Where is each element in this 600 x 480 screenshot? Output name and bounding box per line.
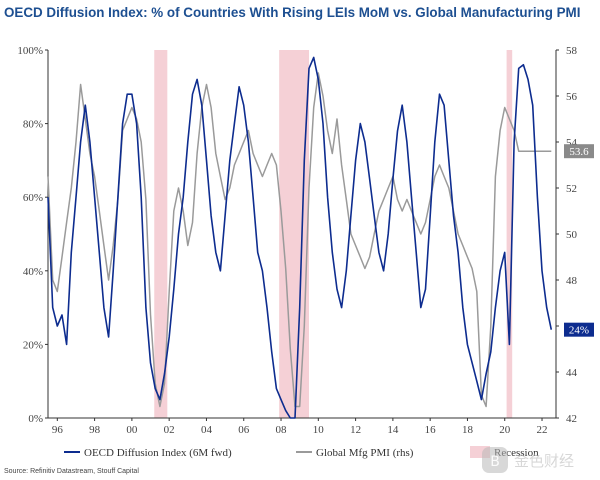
legend: OECD Diffusion Index (6M fwd) Global Mfg … — [64, 446, 539, 459]
y-left-tick-label: 80% — [23, 119, 43, 131]
watermark-logo: B 金色财经 — [482, 447, 574, 473]
x-tick-label: 12 — [350, 424, 361, 436]
y-left-tick-label: 60% — [23, 192, 43, 204]
y-right-tick-label: 42 — [566, 413, 577, 425]
series-lines — [47, 56, 553, 419]
y-right-tick-label: 54 — [566, 137, 578, 149]
svg-text:金色财经: 金色财经 — [514, 452, 574, 470]
x-tick-label: 20 — [499, 424, 511, 436]
end-label-text-1: 24% — [569, 325, 589, 337]
end-value-labels: 53.6 24% — [564, 144, 594, 337]
y-right-tick-label: 48 — [566, 275, 578, 287]
legend-label-0: OECD Diffusion Index (6M fwd) — [84, 447, 232, 459]
y-right-tick-label: 56 — [566, 91, 578, 103]
y-left-tick-label: 20% — [23, 339, 43, 351]
x-tick-label: 02 — [164, 424, 175, 436]
chart-title: OECD Diffusion Index: % of Countries Wit… — [4, 5, 581, 20]
x-tick-label: 04 — [201, 424, 213, 436]
y-left-tick-label: 100% — [17, 45, 43, 57]
x-tick-label: 96 — [52, 424, 64, 436]
series-line-global-mfg-pmi — [47, 72, 552, 408]
y-right-tick-label: 44 — [566, 367, 578, 379]
y-right-tick-label: 50 — [566, 229, 578, 241]
x-tick-label: 08 — [276, 424, 288, 436]
source-note: Source: Refinitiv Datastream, Stouff Cap… — [4, 468, 139, 475]
y-left-tick-label: 0% — [28, 413, 43, 425]
legend-label-1: Global Mfg PMI (rhs) — [316, 447, 414, 459]
recession-band-2 — [506, 50, 513, 418]
x-tick-label: 16 — [425, 424, 437, 436]
x-tick-label: 18 — [462, 424, 474, 436]
recession-band-1 — [279, 50, 309, 418]
end-label-box-0 — [564, 144, 594, 159]
recession-band-0 — [154, 50, 168, 418]
x-tick-label: 00 — [126, 424, 138, 436]
svg-text:B: B — [490, 454, 500, 470]
y-right-tick-label: 58 — [566, 45, 578, 57]
x-tick-label: 14 — [387, 424, 399, 436]
x-tick-label: 06 — [238, 424, 250, 436]
y-left-tick-label: 40% — [23, 266, 43, 278]
recession-bands — [154, 50, 513, 418]
x-tick-label: 22 — [537, 424, 548, 436]
axes: 0%20%40%60%80%100%4244464850525456589698… — [17, 45, 577, 436]
x-tick-label: 10 — [313, 424, 325, 436]
x-tick-label: 98 — [89, 424, 101, 436]
y-right-tick-label: 52 — [566, 183, 577, 195]
end-label-box-1 — [564, 322, 594, 337]
end-label-text-0: 53.6 — [569, 146, 589, 158]
series-line-oecd-diffusion-index — [47, 56, 553, 419]
